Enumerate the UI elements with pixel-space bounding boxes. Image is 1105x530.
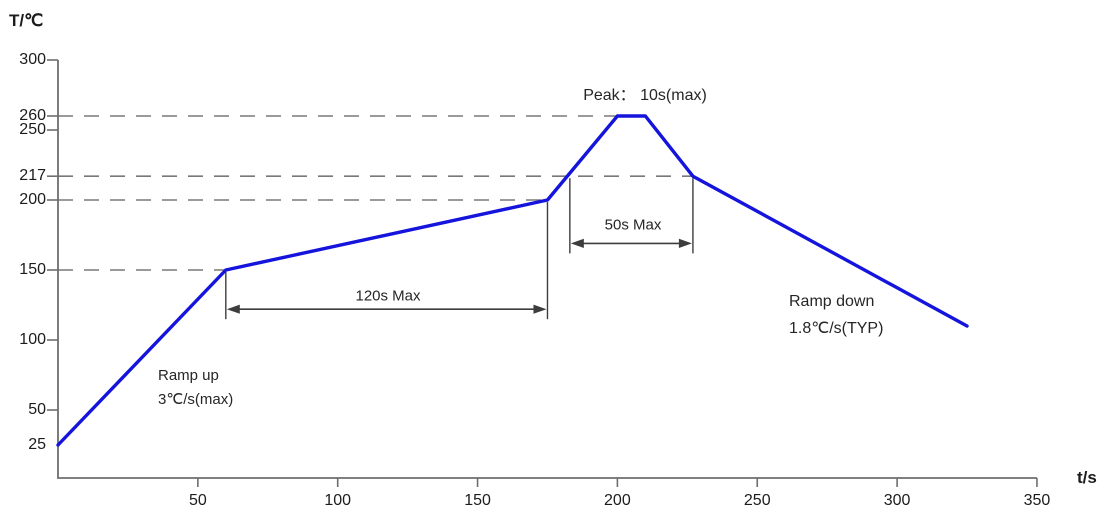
temperature-profile-curve [56,114,969,447]
y-tick-label-50: 50 [28,401,46,418]
y-tick-label-217: 217 [19,167,46,185]
x-tick-label-50: 50 [188,492,207,509]
measure-arrowhead-left-0 [226,304,240,314]
x-tick-label-100: 100 [324,492,352,509]
ramp-up-annotation: Ramp up 3℃/s(max) [158,364,233,412]
y-axis-title: T/℃ [9,11,44,30]
y-tick-label-250: 250 [19,121,46,138]
y-tick-label-150: 150 [19,261,46,278]
y-tick-label-25: 25 [28,436,46,453]
y-tick-label-200: 200 [19,191,46,208]
y-tick-label-100: 100 [19,331,46,348]
ramp-up-line2: 3℃/s(max) [158,391,234,408]
x-tick-label-250: 250 [743,492,771,509]
ramp-down-annotation: Ramp down 1.8℃/s(TYP) [789,288,883,342]
y-tick-label-260: 260 [19,107,46,124]
y-tick-label-300: 300 [19,51,46,68]
x-axis-title: t/s [1077,468,1097,487]
ramp-down-line2: 1.8℃/s(TYP) [789,320,884,337]
x-tick-label-350: 350 [1023,492,1051,509]
measure-arrowhead-right-0 [533,304,547,314]
measure-arrowhead-left-1 [570,238,584,248]
x-tick-label-150: 150 [464,492,491,509]
peak-annotation: Peak： 10s(max) [583,87,707,104]
ramp-up-line1: Ramp up [158,367,219,384]
window-120s-label: 120s Max [355,287,421,305]
measure-arrowhead-right-1 [678,238,692,248]
x-tick-label-200: 200 [604,492,631,509]
x-tick-label-300: 300 [883,492,911,509]
window-50s-label: 50s Max [604,216,662,234]
ramp-down-line1: Ramp down [789,293,875,310]
